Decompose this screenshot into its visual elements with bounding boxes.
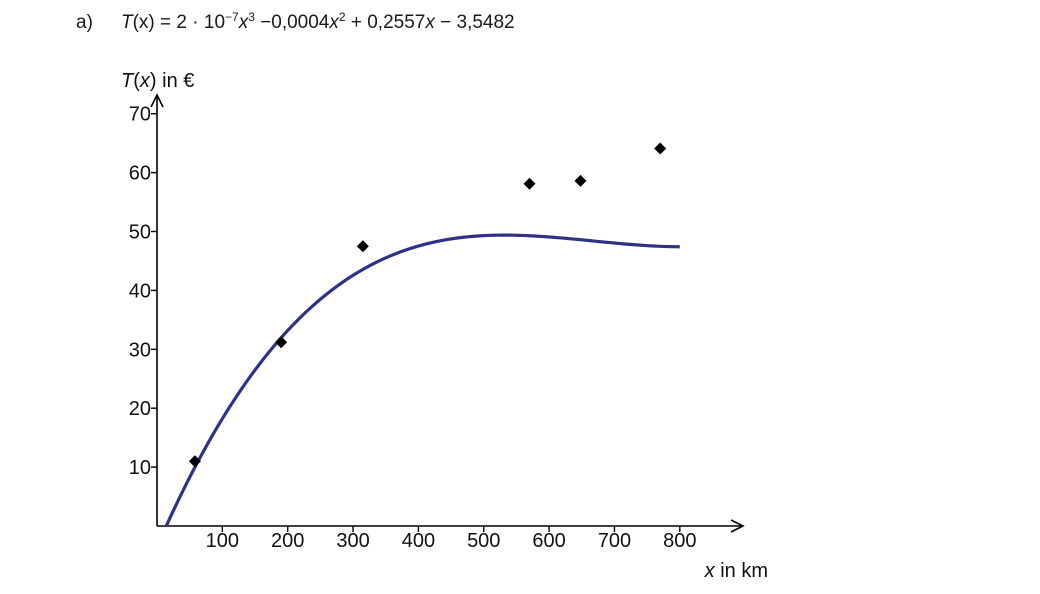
y-axis-title: T(x) in €: [121, 70, 194, 92]
x-tick-label: 600: [532, 530, 565, 552]
y-axis-title-var: T: [121, 70, 135, 92]
formula-lhs-arg: (x): [132, 12, 155, 33]
x-axis-title-var: x: [704, 560, 716, 582]
x-tick-label: 500: [467, 530, 500, 552]
y-tick-label: 20: [129, 398, 151, 420]
x-tick-label: 800: [663, 530, 696, 552]
x-tick-label: 400: [402, 530, 435, 552]
data-point: [523, 177, 536, 190]
data-points: [188, 142, 667, 468]
formula-exp2: 3: [248, 10, 255, 24]
formula-var3: x: [425, 12, 435, 33]
data-point: [275, 336, 288, 349]
data-point: [654, 142, 667, 155]
ticks: 100 200 300 400 500 600 700 800 10 20 30 40 50 60 70: [129, 104, 697, 552]
y-axis-title-paren-close: ): [150, 70, 157, 92]
x-tick-label: 200: [271, 530, 304, 552]
data-point: [188, 455, 201, 468]
x-tick-label: 700: [598, 530, 631, 552]
task-label: a): [76, 12, 93, 33]
formula-var2: x: [329, 12, 339, 33]
y-tick-label: 40: [129, 280, 151, 302]
formula-part4: − 3,5482: [434, 12, 515, 33]
cost-curve: [164, 233, 680, 528]
function-formula: T(x) = 2 · 10−7x3 −0,0004x2 + 0,2557x − …: [121, 10, 515, 34]
x-axis-title: x in km: [704, 560, 768, 582]
y-axis-title-unit: in €: [157, 70, 195, 92]
formula-lhs: T: [121, 12, 133, 33]
axes: [150, 93, 745, 533]
x-tick-label: 100: [206, 530, 239, 552]
x-axis-arrow: [730, 519, 745, 533]
y-axis-title-arg: x: [139, 70, 151, 92]
y-tick-label: 10: [129, 457, 151, 479]
data-point: [574, 174, 587, 187]
data-point: [356, 240, 369, 253]
x-axis-title-unit: in km: [715, 560, 768, 582]
y-tick-label: 60: [129, 163, 151, 185]
y-tick-label: 50: [129, 222, 151, 244]
formula-exp1: −7: [225, 10, 239, 24]
y-tick-label: 70: [129, 104, 151, 126]
y-axis-arrow: [150, 93, 164, 108]
y-tick-label: 30: [129, 339, 151, 361]
x-tick-label: 300: [336, 530, 369, 552]
formula-part1: = 2 · 10: [154, 12, 226, 33]
formula-var1: x: [238, 12, 249, 33]
y-axis-title-paren-open: (: [133, 70, 140, 92]
formula-part3: + 0,2557: [345, 12, 426, 33]
formula-part2: −0,0004: [254, 12, 330, 33]
formula-exp3: 2: [338, 10, 346, 24]
